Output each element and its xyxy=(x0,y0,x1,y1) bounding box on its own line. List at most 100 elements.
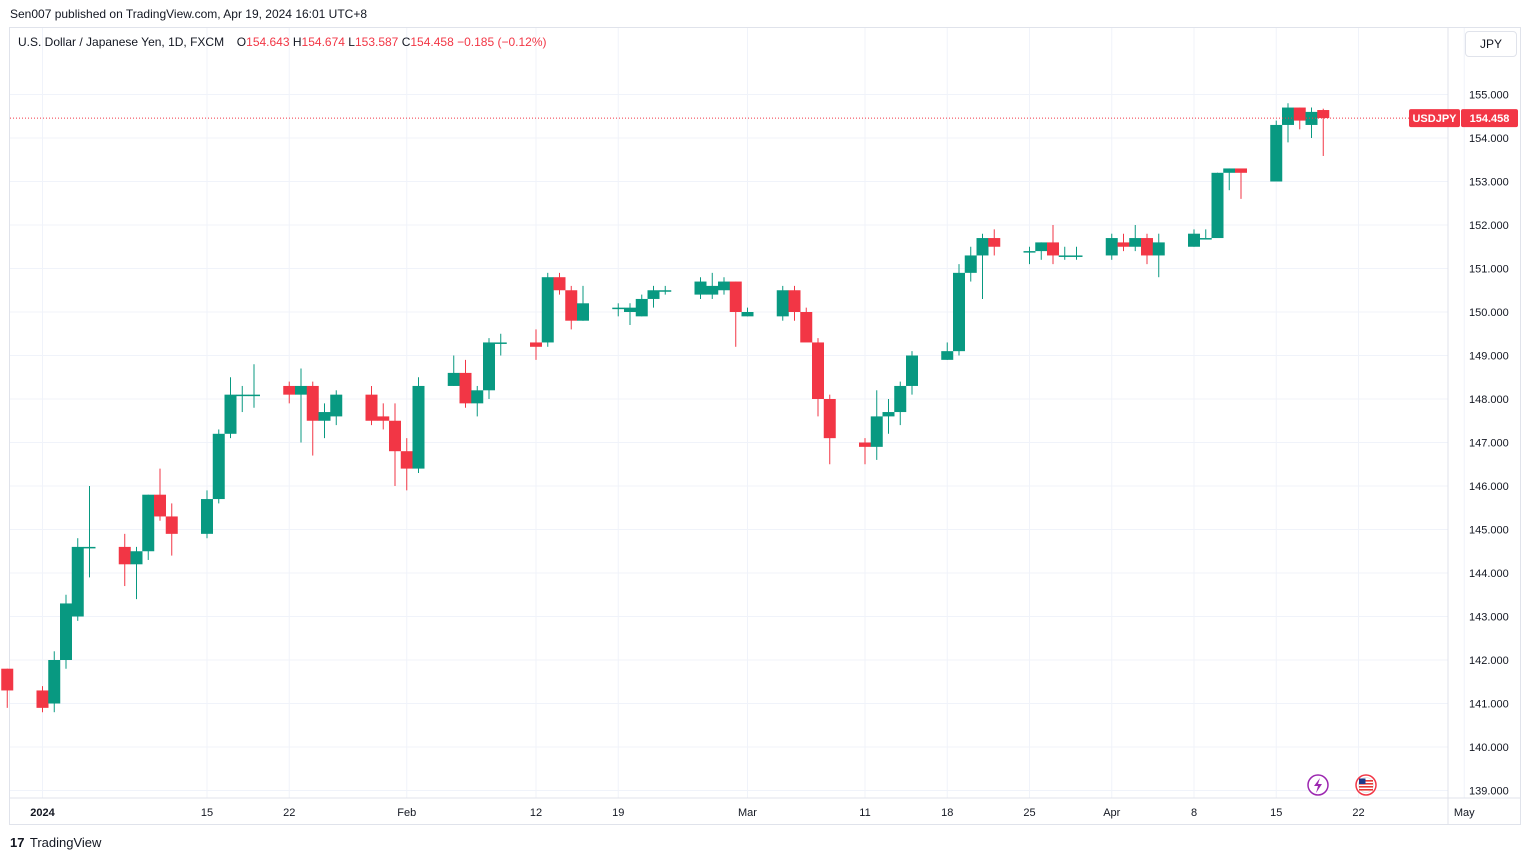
candle-body xyxy=(295,385,307,395)
time-tick-label: 25 xyxy=(1023,807,1035,819)
candle xyxy=(1070,246,1083,260)
time-tick-label: 15 xyxy=(201,807,213,819)
candle-body xyxy=(483,342,495,391)
time-tick-label: 18 xyxy=(941,807,953,819)
candle xyxy=(859,438,871,465)
candle-body xyxy=(894,385,907,413)
candle xyxy=(201,490,213,539)
price-tag: USDJPY 154.458 xyxy=(1409,109,1518,128)
candle xyxy=(694,277,707,299)
candle-body xyxy=(400,451,413,469)
publish-info: Sen007 published on TradingView.com, Apr… xyxy=(10,7,368,21)
candle-body xyxy=(459,372,472,404)
candle-body xyxy=(130,551,143,565)
candle xyxy=(48,651,61,713)
candle xyxy=(1117,233,1130,252)
candle-body xyxy=(741,312,754,317)
price-tick-label: 146.000 xyxy=(1469,481,1509,493)
candle xyxy=(318,403,331,439)
candle-body xyxy=(1305,111,1318,125)
legend-open-label: O xyxy=(236,35,247,49)
candle xyxy=(882,399,895,434)
price-tick-label: 148.000 xyxy=(1469,394,1509,406)
candle xyxy=(236,385,249,413)
price-tag-bg xyxy=(1461,109,1518,128)
price-tick-label: 144.000 xyxy=(1469,568,1509,580)
time-tick-label: 2024 xyxy=(30,807,55,819)
candle-body xyxy=(1188,233,1200,247)
candle-body xyxy=(823,399,836,439)
candle xyxy=(894,381,907,426)
candle-body xyxy=(48,660,61,704)
candle-body xyxy=(1035,242,1048,252)
tradingview-brand[interactable]: 17 TradingView xyxy=(10,835,101,850)
candle xyxy=(1188,229,1200,247)
price-tick-label: 150.000 xyxy=(1469,307,1509,319)
candle-body xyxy=(541,277,554,343)
brand-name: TradingView xyxy=(29,835,102,850)
time-tick-label: 22 xyxy=(1352,807,1364,819)
candle xyxy=(283,381,296,404)
time-axis: 2024 15 22 Feb 12 19 Mar 11 18 25 Apr 8 15 22 May xyxy=(30,807,1475,819)
candle xyxy=(483,338,495,399)
time-tick-label: Feb xyxy=(397,807,416,819)
candle xyxy=(224,377,237,439)
candle-body xyxy=(1235,168,1247,173)
chart-icons xyxy=(1307,774,1377,796)
candle xyxy=(1235,168,1247,199)
currency-button[interactable]: JPY xyxy=(1465,31,1517,57)
candle xyxy=(130,546,143,600)
candle-body xyxy=(941,351,954,360)
candle-body xyxy=(1047,242,1059,256)
candle-body xyxy=(729,281,742,312)
price-tag-value: 154.458 xyxy=(1470,113,1510,125)
candle-body xyxy=(1317,110,1330,119)
candle xyxy=(976,233,989,299)
candle xyxy=(212,429,225,504)
candle-body xyxy=(330,394,343,417)
candle xyxy=(1105,233,1118,260)
candle-body xyxy=(859,442,871,447)
candle-body xyxy=(1,668,14,691)
candle xyxy=(776,285,789,321)
candle xyxy=(447,355,460,386)
candle-body xyxy=(318,412,331,421)
legend-high-label: H xyxy=(292,35,302,49)
candle xyxy=(1141,233,1153,265)
candle-body xyxy=(1023,251,1036,253)
candle-body xyxy=(118,546,131,565)
candle-body xyxy=(201,499,213,534)
candle xyxy=(1023,246,1036,265)
candle-body xyxy=(788,290,801,312)
candle xyxy=(823,394,836,465)
chart-frame xyxy=(9,27,1521,825)
candle-body xyxy=(718,281,730,291)
candle xyxy=(635,294,648,317)
candle-body xyxy=(1293,107,1306,121)
candle xyxy=(494,333,507,356)
candle-body xyxy=(1282,107,1294,125)
candle xyxy=(1,668,14,708)
candle xyxy=(1035,242,1048,260)
price-tick-label: 140.000 xyxy=(1469,742,1509,754)
legend-close-label: C xyxy=(401,35,411,49)
candle-body xyxy=(248,394,260,397)
us-flag-icon xyxy=(1355,774,1377,796)
legend-change: −0.185 (−0.12%) xyxy=(457,35,547,49)
candle xyxy=(729,281,742,347)
candle-body xyxy=(612,307,625,310)
candle-body xyxy=(412,385,425,469)
candle xyxy=(553,272,566,295)
candles xyxy=(1,103,1330,713)
candle xyxy=(412,377,425,473)
candle-body xyxy=(953,272,965,352)
candle xyxy=(541,272,554,347)
candle-body xyxy=(471,390,484,404)
candle-body xyxy=(1105,238,1118,256)
legend-low-label: L xyxy=(348,35,355,49)
candle-body xyxy=(142,494,155,552)
lightning-icon xyxy=(1307,774,1329,796)
candle-body xyxy=(553,277,566,291)
candle xyxy=(577,285,589,321)
